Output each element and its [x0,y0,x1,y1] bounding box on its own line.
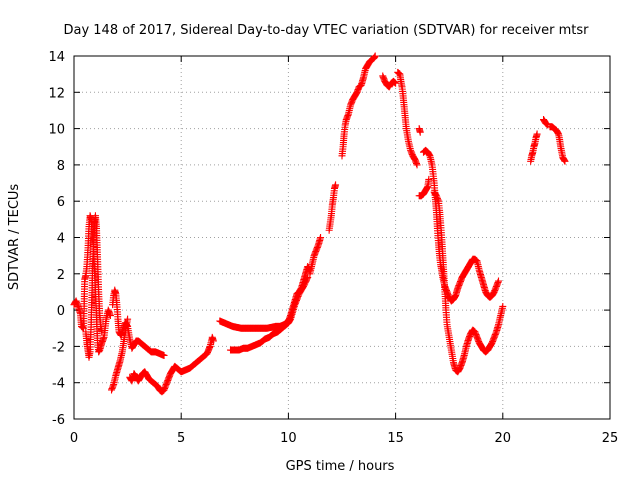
x-tick-label: 25 [602,431,619,446]
data-point [106,312,114,320]
data-point [124,315,132,323]
grid [74,56,610,419]
y-axis-title: SDTVAR / TECUs [7,184,22,291]
x-tick-label: 5 [177,431,185,446]
y-tick-label: 8 [57,159,65,174]
x-tick-label: 0 [70,431,78,446]
data-point [416,128,424,136]
data-point [371,52,379,60]
x-tick-label: 15 [387,431,404,446]
y-tick-label: 10 [48,123,65,138]
data-point [561,157,569,165]
data-point [413,161,421,169]
y-tick-label: 6 [57,195,65,210]
x-axis-title: GPS time / hours [286,459,395,474]
data-point [332,181,340,189]
chart-title: Day 148 of 2017, Sidereal Day-to-day VTE… [63,23,589,38]
y-tick-label: 0 [57,304,65,319]
data-point [160,351,168,359]
data-point [390,78,398,86]
x-tick-label: 20 [495,431,512,446]
y-tick-label: -2 [52,340,65,355]
data-point [425,175,433,183]
y-tick-label: 2 [57,268,65,283]
y-tick-label: -6 [52,413,65,428]
y-tick-label: 14 [48,50,65,65]
y-tick-label: 4 [57,232,65,247]
data-point [391,79,399,87]
axis-ticks: 0 5 10 15 20 25 -6 -4 -2 0 2 4 6 8 10 12 14 [48,50,618,446]
data-point [317,234,325,241]
data-point [542,120,550,128]
data-point [98,328,106,336]
y-tick-label: 12 [48,86,65,101]
x-tick-label: 10 [280,431,297,446]
data-points [70,52,569,396]
data-point [499,302,507,310]
y-tick-label: -4 [52,377,65,392]
data-point [303,275,311,283]
data-point [304,273,312,281]
data-point [78,323,86,331]
data-point [533,130,541,138]
data-point [495,277,503,285]
data-point [394,69,402,77]
data-point [209,337,217,345]
